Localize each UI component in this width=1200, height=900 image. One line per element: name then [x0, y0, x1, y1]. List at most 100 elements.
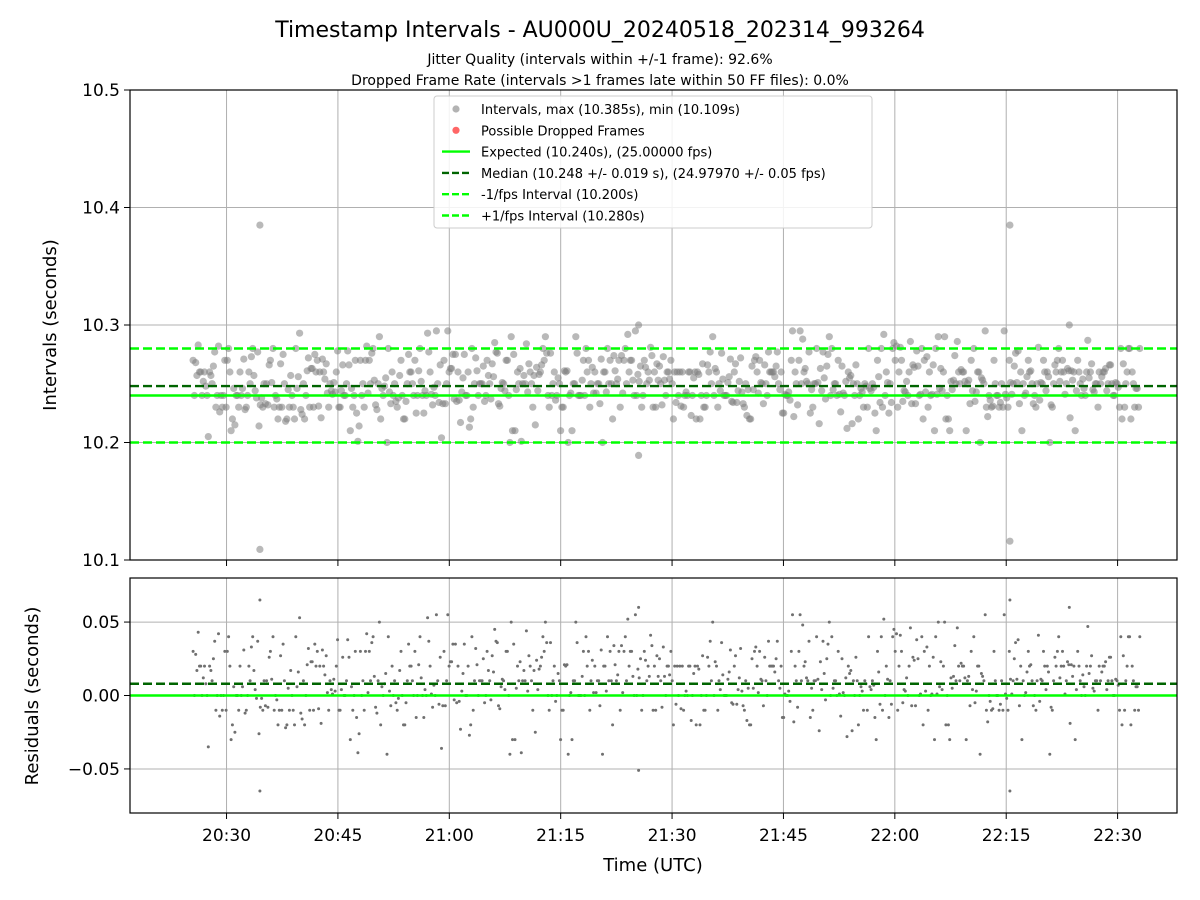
- interval-point: [1013, 379, 1021, 387]
- residual-point: [509, 620, 513, 624]
- interval-point: [771, 373, 779, 381]
- interval-point: [791, 368, 799, 376]
- interval-point: [953, 337, 961, 346]
- residual-point: [954, 679, 958, 683]
- residual-point: [674, 702, 678, 706]
- interval-point: [788, 327, 797, 335]
- residual-point: [646, 664, 650, 668]
- residual-point: [395, 708, 399, 712]
- interval-point: [235, 403, 243, 411]
- interval-point: [277, 360, 285, 368]
- residual-point: [879, 635, 883, 639]
- interval-point: [610, 352, 618, 360]
- residual-point: [357, 732, 361, 736]
- residual-point: [650, 644, 654, 648]
- residual-point: [834, 679, 838, 683]
- residual-point: [750, 657, 754, 661]
- residual-point: [1064, 679, 1068, 683]
- residual-point: [379, 723, 383, 727]
- interval-point: [628, 356, 636, 364]
- interval-point: [425, 348, 433, 356]
- residual-point: [286, 686, 290, 690]
- residual-point: [404, 701, 408, 705]
- residual-point: [796, 705, 800, 709]
- residual-point: [716, 708, 720, 712]
- interval-point: [923, 353, 931, 361]
- residual-point: [524, 629, 528, 633]
- residual-point: [587, 649, 590, 653]
- residual-point: [827, 620, 831, 624]
- residual-point: [569, 691, 573, 695]
- residual-point: [608, 649, 612, 653]
- residual-point: [552, 664, 556, 668]
- interval-point: [981, 327, 989, 335]
- residual-point: [647, 674, 651, 678]
- interval-point: [472, 354, 480, 362]
- residual-point: [802, 664, 806, 668]
- residual-point: [715, 664, 718, 668]
- residual-point: [351, 708, 355, 712]
- residual-point: [1002, 613, 1006, 617]
- interval-point: [1107, 361, 1115, 369]
- residual-point: [860, 689, 864, 693]
- interval-point: [250, 371, 258, 380]
- residual-point: [451, 642, 455, 646]
- residual-point: [257, 732, 261, 736]
- interval-point: [1015, 400, 1024, 408]
- top-ytick-label: 10.3: [82, 316, 120, 336]
- interval-point: [426, 368, 434, 376]
- residual-point: [289, 669, 293, 672]
- interval-point: [578, 376, 586, 384]
- residual-point: [1011, 679, 1015, 683]
- residual-point: [862, 708, 865, 712]
- interval-point: [1094, 403, 1102, 411]
- interval-point: [918, 344, 926, 353]
- interval-point: [897, 356, 906, 364]
- interval-point: [620, 356, 628, 364]
- interval-point: [292, 344, 300, 353]
- residual-point: [726, 677, 730, 681]
- residual-point: [427, 639, 431, 643]
- residual-point: [535, 658, 539, 662]
- residual-point: [708, 639, 712, 643]
- residual-point: [850, 729, 854, 733]
- residual-point: [554, 699, 558, 703]
- interval-point: [1127, 415, 1135, 423]
- residual-point: [498, 707, 502, 711]
- residual-point: [528, 664, 532, 668]
- residual-point: [855, 679, 859, 683]
- interval-point: [1004, 403, 1012, 411]
- interval-point: [481, 397, 489, 405]
- interval-point: [207, 371, 215, 380]
- residual-point: [693, 664, 697, 668]
- interval-point: [938, 387, 946, 395]
- residual-point: [825, 657, 829, 661]
- residual-point: [471, 708, 475, 712]
- residual-point: [1021, 679, 1025, 683]
- residual-point: [611, 723, 615, 727]
- residual-point: [709, 679, 713, 683]
- residual-point: [671, 723, 675, 727]
- interval-point: [1024, 356, 1032, 364]
- residual-point: [294, 635, 298, 639]
- residual-point: [734, 654, 737, 658]
- interval-point: [274, 415, 282, 423]
- interval-point: [377, 415, 385, 423]
- interval-point: [330, 379, 338, 387]
- residual-point: [841, 691, 845, 695]
- residual-point: [824, 698, 827, 702]
- residual-point: [815, 635, 819, 639]
- residual-point: [1020, 738, 1024, 742]
- interval-point: [245, 368, 253, 376]
- residual-point: [1038, 699, 1042, 703]
- legend-label: Possible Dropped Frames: [481, 124, 645, 139]
- interval-point: [878, 403, 887, 411]
- residual-point: [1097, 664, 1101, 668]
- interval-point: [914, 362, 922, 370]
- residual-point: [609, 679, 613, 683]
- residual-point: [248, 679, 252, 683]
- residual-point: [336, 638, 340, 642]
- residual-point: [863, 679, 867, 683]
- residual-point: [656, 674, 660, 678]
- residual-point: [876, 649, 879, 653]
